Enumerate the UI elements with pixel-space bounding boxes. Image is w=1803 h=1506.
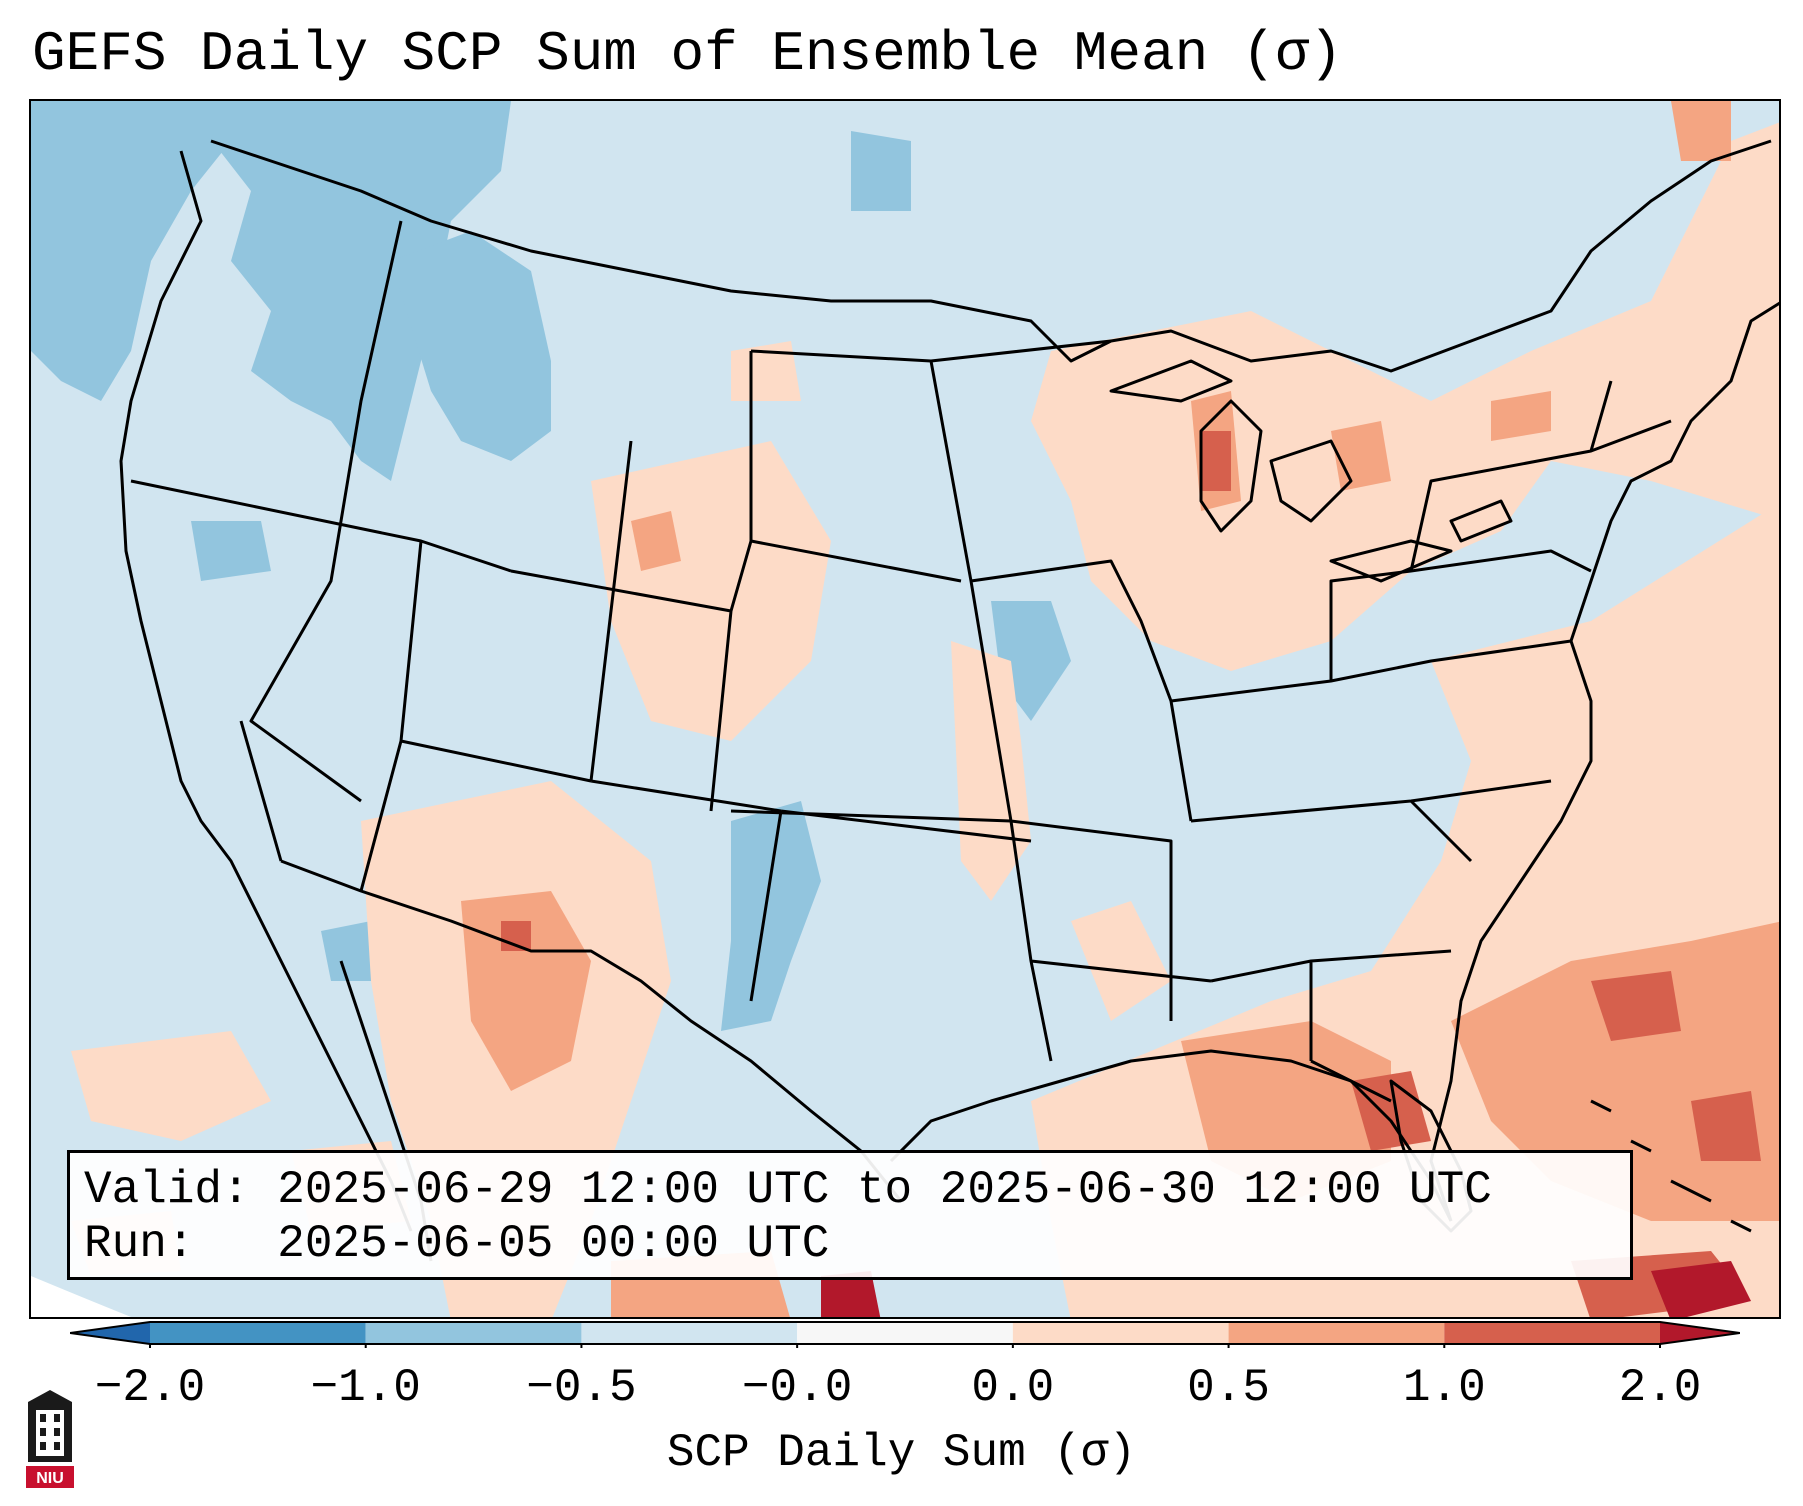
colorbar-tick-label: 1.0 bbox=[1402, 1362, 1486, 1414]
colorbar-tick-label: 2.0 bbox=[1618, 1362, 1702, 1414]
extreme-positive-areas bbox=[821, 1261, 1751, 1317]
colorbar bbox=[70, 1318, 1740, 1348]
logo-text: NIU bbox=[36, 1470, 64, 1487]
valid-value: 2025-06-29 12:00 UTC to 2025-06-30 12:00… bbox=[277, 1164, 1492, 1216]
domain-edge bbox=[31, 1276, 132, 1317]
west-coast bbox=[119, 150, 413, 1232]
colorbar-tick-label: 0.0 bbox=[971, 1362, 1055, 1414]
boundaries bbox=[119, 139, 1779, 1262]
colorbar-bin bbox=[150, 1322, 366, 1344]
colorbar-tick-label: −0.5 bbox=[526, 1362, 637, 1414]
validity-info-box: Valid: 2025-06-29 12:00 UTC to 2025-06-3… bbox=[67, 1150, 1633, 1280]
colorbar-bin bbox=[581, 1322, 798, 1344]
colorbar-bin bbox=[1228, 1322, 1445, 1344]
gulf-coast bbox=[889, 1049, 1453, 1222]
logo-badge bbox=[26, 1466, 74, 1488]
scp-map bbox=[31, 101, 1779, 1317]
colorbar-bin bbox=[1012, 1322, 1229, 1344]
us-canada-border bbox=[210, 139, 1772, 373]
colorbar-tick-label: −1.0 bbox=[310, 1362, 421, 1414]
state-lines-central bbox=[730, 339, 1212, 1062]
colorbar-tick-label: −0.0 bbox=[741, 1362, 853, 1414]
colorbar-graphic bbox=[70, 1321, 1740, 1348]
valid-label: Valid: bbox=[84, 1164, 250, 1216]
map-title: GEFS Daily SCP Sum of Ensemble Mean (σ) bbox=[32, 22, 1343, 86]
bahamas bbox=[1590, 1099, 1752, 1233]
run-value: 2025-06-05 00:00 UTC bbox=[277, 1218, 830, 1270]
mexico-border bbox=[280, 859, 903, 1202]
map-panel bbox=[29, 99, 1781, 1319]
colorbar-under-extension bbox=[70, 1322, 150, 1344]
colorbar-bin bbox=[797, 1322, 1013, 1344]
east-coast bbox=[1429, 301, 1779, 1222]
colorbar-tick-label: 0.5 bbox=[1187, 1362, 1270, 1414]
colorbar-bin bbox=[365, 1322, 582, 1344]
niu-logo-icon: NIU bbox=[26, 1390, 74, 1488]
colorbar-over-extension bbox=[1660, 1322, 1740, 1344]
moderate-positive-areas bbox=[461, 101, 1779, 1317]
colorbar-label: SCP Daily Sum (σ) bbox=[666, 1427, 1137, 1479]
state-lines-west bbox=[130, 220, 783, 1002]
colorbar-ticks: −2.0 −1.0 −0.5 −0.0 0.0 0.5 1.0 2.0 bbox=[0, 1360, 1803, 1420]
run-label: Run: bbox=[84, 1218, 195, 1270]
great-lakes bbox=[1109, 359, 1513, 583]
colorbar-bin bbox=[1444, 1322, 1660, 1344]
state-lines-east bbox=[1170, 380, 1672, 1103]
colorbar-tick-label: −2.0 bbox=[94, 1362, 206, 1414]
